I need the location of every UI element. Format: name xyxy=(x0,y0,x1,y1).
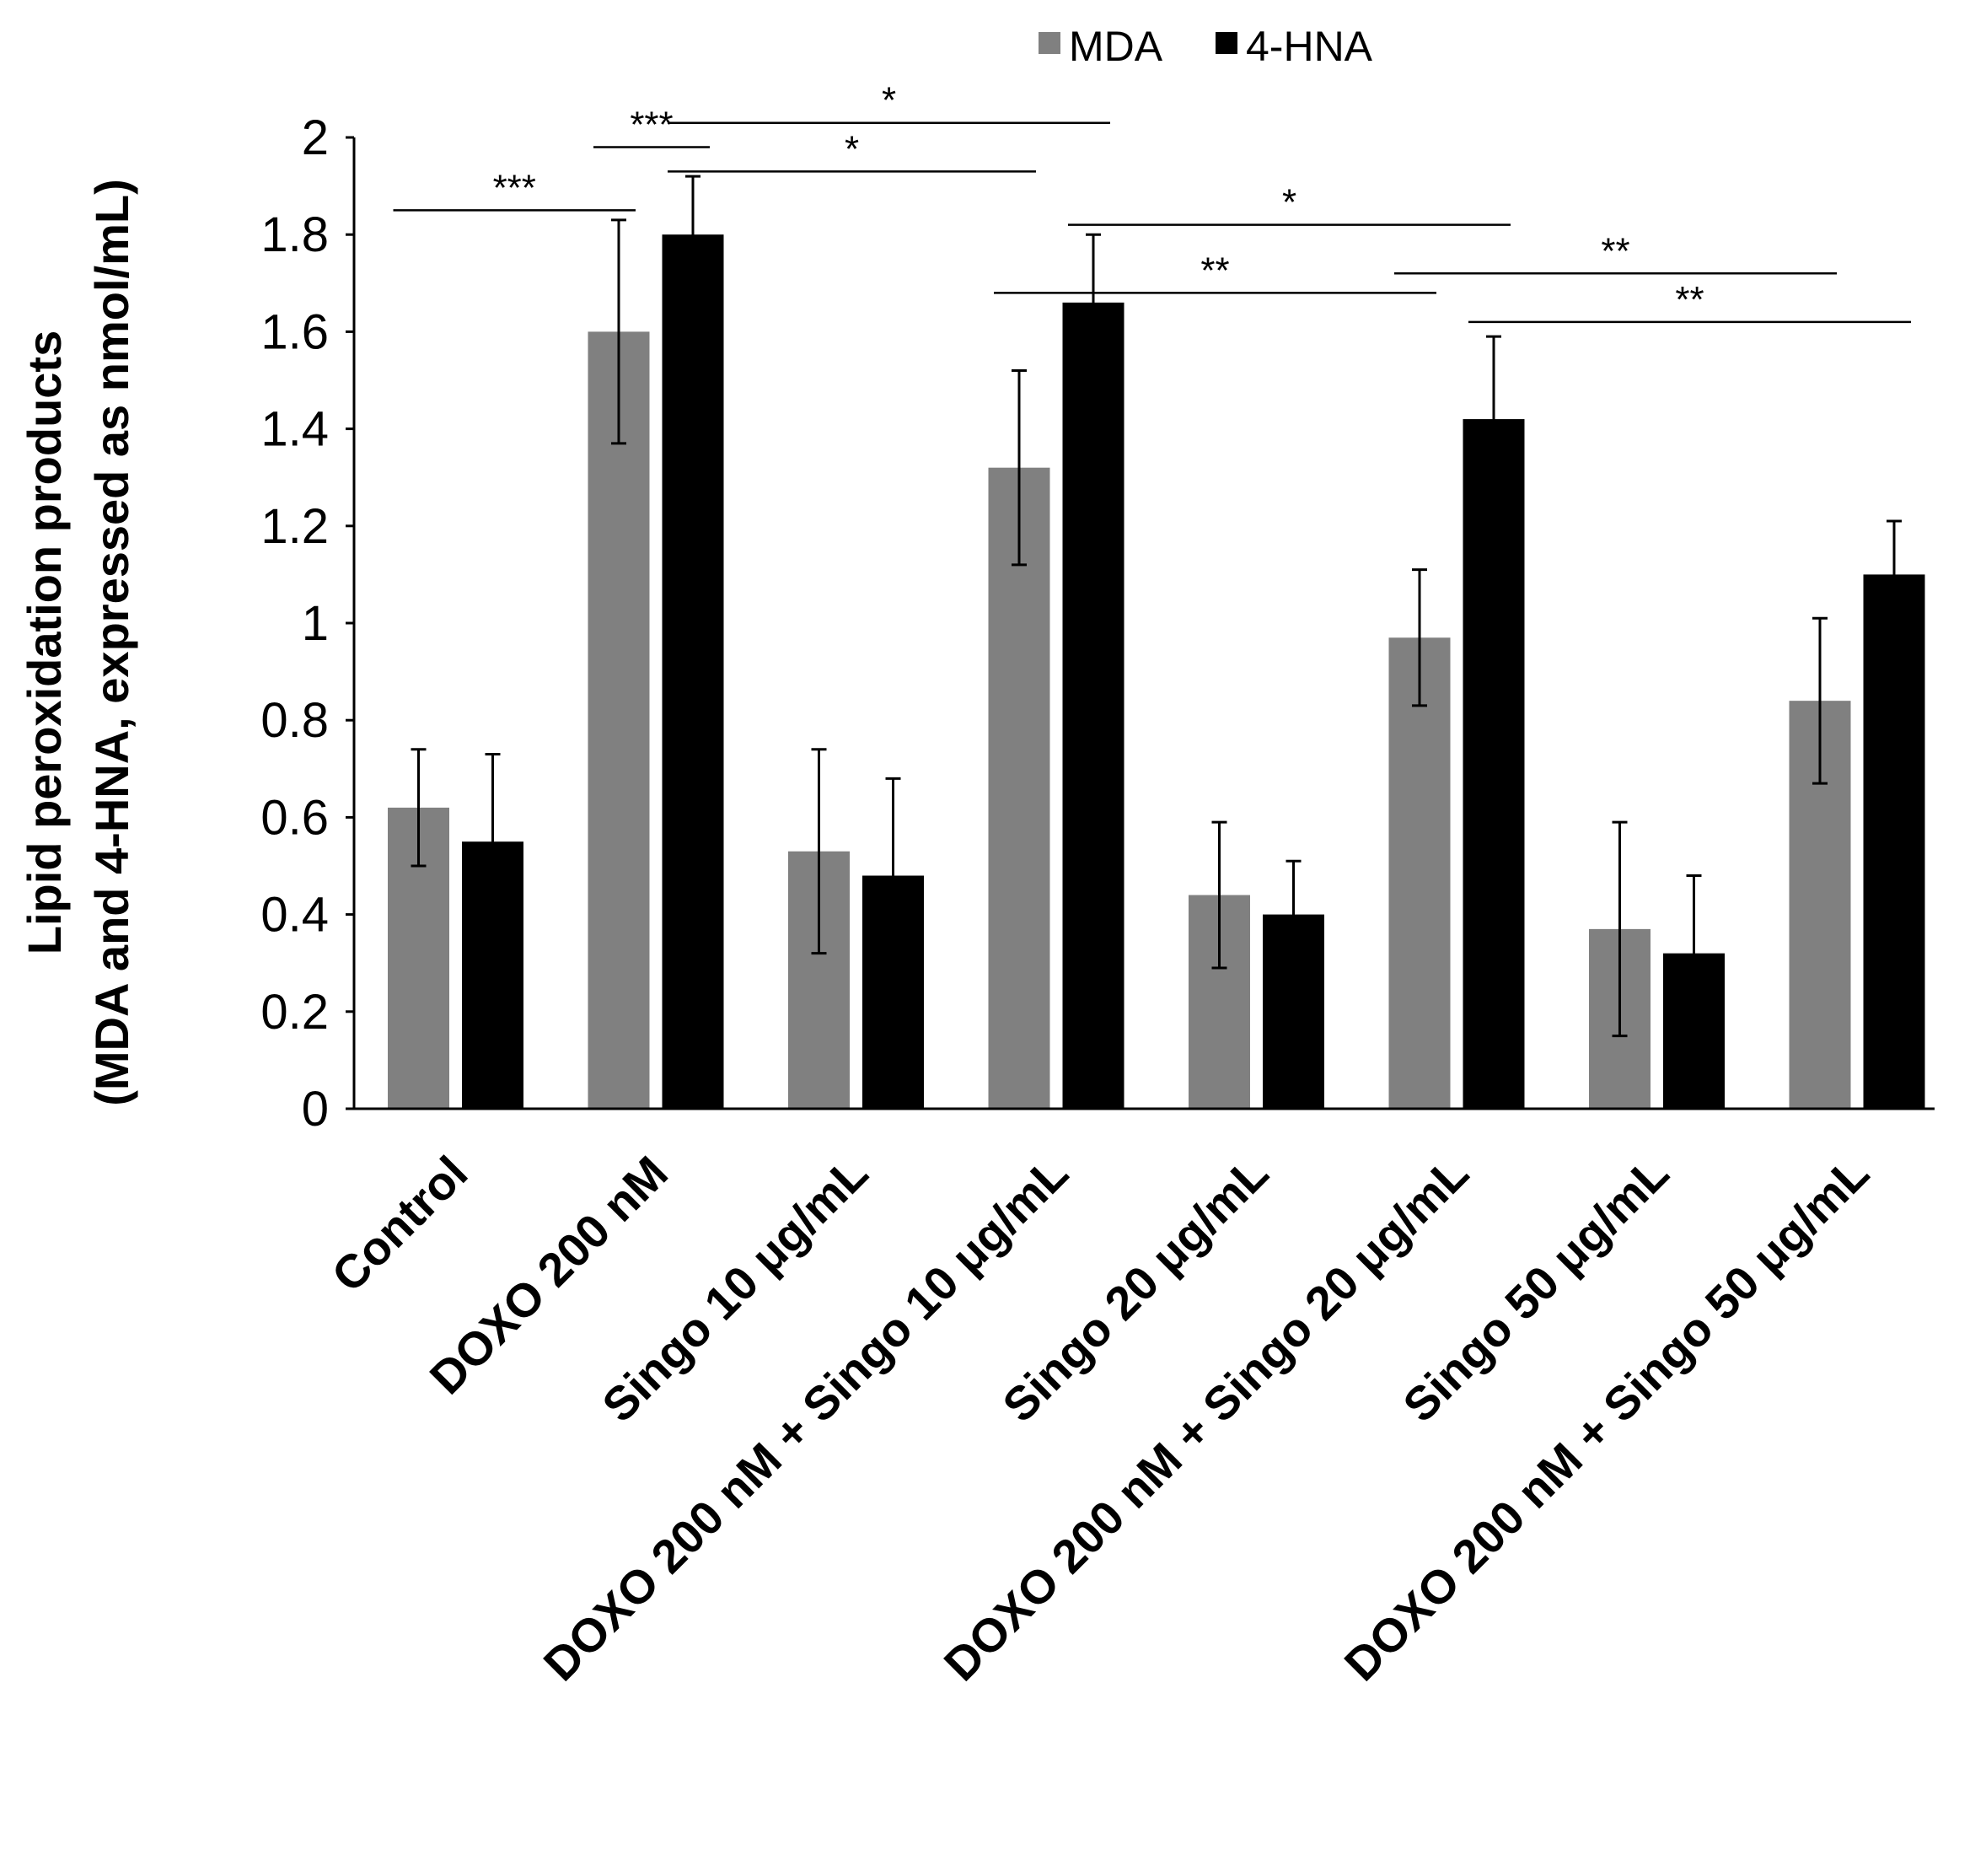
significance-label: ** xyxy=(1675,279,1704,320)
significance-label: *** xyxy=(493,167,536,208)
y-tick-label: 1.8 xyxy=(260,207,329,262)
bar-4-hna-1 xyxy=(662,234,724,1110)
significance-label: ** xyxy=(1601,230,1629,271)
significance-annotations: *********** **** xyxy=(393,80,1911,324)
y-tick-label: 0.4 xyxy=(260,888,329,943)
y-axis-title: Lipid peroxidation products (MDA and 4-H… xyxy=(18,179,138,1105)
significance-label: * xyxy=(882,80,896,121)
y-tick-label: 2 xyxy=(302,110,329,165)
significance-label: * xyxy=(1282,182,1296,223)
significance-label: *** xyxy=(630,105,673,146)
legend-label-mda: MDA xyxy=(1069,23,1163,70)
bar-4-hna-7 xyxy=(1863,574,1925,1109)
y-tick-label: 0.8 xyxy=(260,693,329,748)
y-tick-label: 0 xyxy=(302,1082,329,1137)
bar-mda-3 xyxy=(988,467,1050,1109)
y-axis-title-line2: (MDA and 4-HNA, expressed as nmol/mL) xyxy=(85,179,138,1105)
bar-mda-1 xyxy=(588,331,650,1109)
legend: MDA 4-HNA xyxy=(1039,23,1373,70)
y-tick-label: 1.2 xyxy=(260,499,329,554)
legend-swatch-4-hna xyxy=(1216,32,1237,54)
y-tick-label: 0.2 xyxy=(260,985,329,1040)
y-tick-label: 1 xyxy=(302,596,329,651)
x-category-label: Control xyxy=(321,1146,477,1302)
y-axis-title-line1: Lipid peroxidation products xyxy=(18,331,71,954)
significance-label: * xyxy=(845,128,859,169)
y-axis: 0 0.2 0.4 0.6 0.8 1 1.2 1.4 1.6 1.8 2 xyxy=(260,110,356,1137)
bar-4-hna-5 xyxy=(1463,419,1525,1110)
bar-4-hna-3 xyxy=(1062,302,1125,1110)
y-tick-label: 1.6 xyxy=(260,304,329,359)
y-tick-label: 0.6 xyxy=(260,790,329,845)
significance-label: ** xyxy=(1200,250,1229,291)
bar-mda-5 xyxy=(1388,637,1451,1109)
y-tick-label: 1.4 xyxy=(260,402,329,457)
legend-label-4-hna: 4-HNA xyxy=(1246,23,1373,70)
error-bars xyxy=(411,175,1902,1038)
legend-swatch-mda xyxy=(1039,32,1060,54)
bars xyxy=(388,234,1925,1110)
